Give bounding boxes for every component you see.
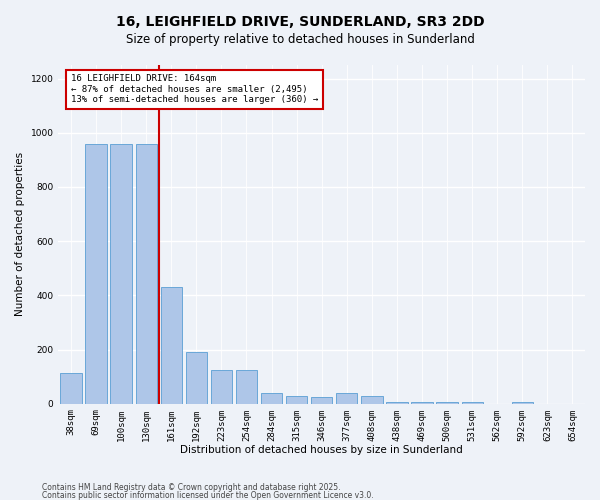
Bar [60, 373, 82, 404]
Bar [185, 352, 207, 404]
Bar [386, 402, 407, 404]
Bar [136, 144, 157, 404]
Bar [311, 397, 332, 404]
Bar [286, 396, 307, 404]
Text: Size of property relative to detached houses in Sunderland: Size of property relative to detached ho… [125, 32, 475, 46]
Bar [211, 370, 232, 404]
Bar [512, 402, 533, 404]
Bar [236, 370, 257, 404]
X-axis label: Distribution of detached houses by size in Sunderland: Distribution of detached houses by size … [181, 445, 463, 455]
Bar [336, 393, 358, 404]
Bar [361, 396, 383, 404]
Bar [261, 393, 282, 404]
Bar [85, 144, 107, 404]
Text: 16 LEIGHFIELD DRIVE: 164sqm
← 87% of detached houses are smaller (2,495)
13% of : 16 LEIGHFIELD DRIVE: 164sqm ← 87% of det… [71, 74, 318, 104]
Y-axis label: Number of detached properties: Number of detached properties [15, 152, 25, 316]
Bar [461, 402, 483, 404]
Bar [412, 402, 433, 404]
Bar [436, 402, 458, 404]
Text: 16, LEIGHFIELD DRIVE, SUNDERLAND, SR3 2DD: 16, LEIGHFIELD DRIVE, SUNDERLAND, SR3 2D… [116, 15, 484, 29]
Bar [110, 144, 132, 404]
Bar [161, 287, 182, 404]
Text: Contains HM Land Registry data © Crown copyright and database right 2025.: Contains HM Land Registry data © Crown c… [42, 484, 341, 492]
Text: Contains public sector information licensed under the Open Government Licence v3: Contains public sector information licen… [42, 490, 374, 500]
